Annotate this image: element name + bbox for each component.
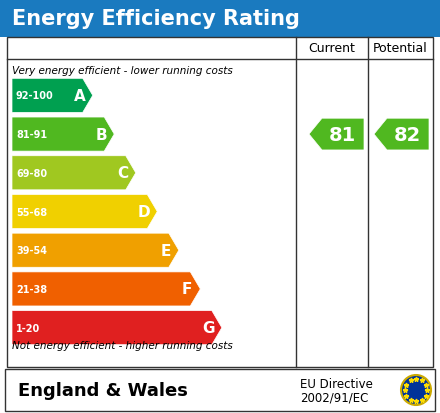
- Polygon shape: [12, 272, 200, 306]
- Bar: [7, 38, 433, 367]
- Text: England & Wales: England & Wales: [18, 381, 188, 399]
- Polygon shape: [12, 79, 93, 113]
- Text: E: E: [161, 243, 171, 258]
- Polygon shape: [12, 157, 136, 190]
- Text: B: B: [95, 127, 107, 142]
- Text: 81: 81: [329, 125, 356, 144]
- Text: G: G: [202, 320, 215, 335]
- Text: A: A: [74, 89, 85, 104]
- Polygon shape: [12, 311, 222, 345]
- Text: F: F: [182, 282, 192, 297]
- Text: Potential: Potential: [373, 43, 428, 55]
- Text: 39-54: 39-54: [16, 246, 47, 256]
- Text: 69-80: 69-80: [16, 169, 47, 178]
- Text: 55-68: 55-68: [16, 207, 47, 217]
- Text: Current: Current: [308, 43, 356, 55]
- Bar: [0, 0, 440, 38]
- Text: D: D: [138, 204, 150, 219]
- Polygon shape: [12, 195, 157, 229]
- Bar: [5, 369, 435, 411]
- Text: Very energy efficient - lower running costs: Very energy efficient - lower running co…: [12, 66, 233, 76]
- Text: 2002/91/EC: 2002/91/EC: [300, 391, 368, 404]
- Text: 82: 82: [394, 125, 421, 144]
- Polygon shape: [12, 234, 179, 268]
- Text: 21-38: 21-38: [16, 284, 47, 294]
- Text: EU Directive: EU Directive: [300, 377, 373, 391]
- Text: 92-100: 92-100: [16, 91, 54, 101]
- Text: Energy Efficiency Rating: Energy Efficiency Rating: [12, 9, 300, 29]
- Text: 1-20: 1-20: [16, 323, 40, 333]
- Circle shape: [401, 375, 431, 405]
- Text: 81-91: 81-91: [16, 130, 47, 140]
- Polygon shape: [374, 119, 429, 151]
- Text: C: C: [117, 166, 128, 181]
- Polygon shape: [309, 119, 364, 151]
- Text: Not energy efficient - higher running costs: Not energy efficient - higher running co…: [12, 340, 233, 350]
- Polygon shape: [12, 118, 114, 152]
